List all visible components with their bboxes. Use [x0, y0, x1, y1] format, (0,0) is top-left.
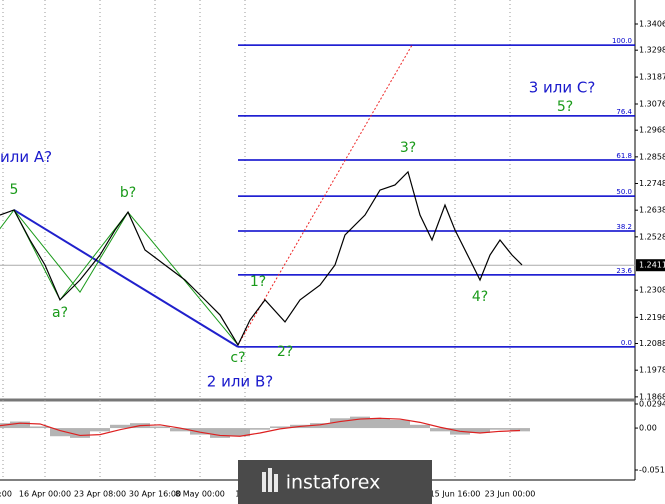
histogram-bar: [410, 424, 430, 429]
wave-label: 4?: [472, 289, 488, 305]
histogram-bar: [70, 428, 90, 438]
indicator-tick-label: -0.05133: [639, 466, 665, 475]
watermark: instaforex: [238, 460, 432, 504]
wave-label: или A?: [0, 148, 52, 166]
histogram-bar: [350, 416, 370, 429]
histogram-bar: [310, 423, 330, 429]
histogram-bar: [210, 428, 230, 438]
price-line: [0, 170, 523, 347]
y-tick-label: 1.2968: [639, 126, 665, 135]
trendline: [0, 209, 129, 293]
wave-label: 2?: [277, 344, 293, 360]
signal-line: [0, 417, 521, 437]
histogram-bar: [430, 428, 450, 432]
histogram-bar: [390, 419, 410, 429]
watermark-icon: [262, 468, 278, 492]
histogram-bar: [330, 418, 350, 429]
fib-level-label: 23.6: [616, 267, 632, 275]
histogram-bar: [110, 424, 130, 429]
histogram-bar: [0, 423, 10, 429]
y-tick-label: 1.2748: [639, 179, 665, 188]
fib-level-label: 100.0: [612, 37, 632, 45]
histogram-bar: [250, 428, 270, 430]
y-tick-label: 1.3187: [639, 73, 665, 82]
y-tick-label: 1.2196: [639, 313, 665, 322]
x-tick-label: 16 Apr 00:00: [19, 490, 71, 499]
histogram-bar: [50, 428, 70, 437]
y-tick-label: 1.2308: [639, 286, 665, 295]
wave-label: 5?: [557, 99, 573, 115]
y-tick-label: 1.1978: [639, 366, 665, 375]
fib-level-label: 61.8: [616, 152, 632, 160]
histogram-bar: [230, 428, 250, 437]
histogram-bar: [510, 428, 530, 432]
histogram-bar: [270, 426, 290, 429]
histogram-bar: [190, 428, 210, 435]
wave-label: a?: [52, 305, 68, 321]
y-tick-label: 1.2088: [639, 339, 665, 348]
histogram-bar: [30, 426, 50, 429]
histogram-bar: [370, 418, 390, 429]
wave-label: c?: [230, 350, 245, 366]
y-tick-label: 1.3406: [639, 20, 665, 29]
histogram-bar: [150, 426, 170, 429]
wave-label: 3?: [400, 140, 416, 156]
wave-label: 3 или C?: [529, 79, 596, 97]
histogram-bar: [490, 428, 510, 430]
histogram-bar: [170, 428, 190, 432]
histogram-bar: [470, 428, 490, 433]
indicator-tick-label: 0.00: [639, 424, 657, 433]
x-tick-label: 15 Jun 16:00: [430, 490, 481, 499]
y-tick-label: 1.2858: [639, 152, 665, 161]
x-tick-label: 23 Apr 08:00: [74, 490, 126, 499]
fib-level-label: 50.0: [616, 188, 632, 196]
histogram-bar: [90, 428, 110, 432]
histogram-bar: [10, 421, 30, 429]
wave-label: 5: [10, 182, 19, 198]
indicator-tick-label: 0.02947: [639, 400, 665, 409]
last-price-label: 1.2411: [639, 261, 665, 270]
x-tick-label: 30 Apr 16:00: [129, 490, 181, 499]
trendline: [13, 209, 239, 348]
x-tick-label: 6:00: [0, 490, 12, 499]
last-price-box: [636, 259, 665, 272]
watermark-text: instaforex: [286, 472, 381, 494]
fib-level-label: 38.2: [616, 223, 632, 231]
wave-label: 1?: [250, 274, 266, 290]
x-tick-label: 8 May 00:00: [175, 490, 225, 499]
y-tick-label: 1.2638: [639, 206, 665, 215]
y-tick-label: 1.3298: [639, 46, 665, 55]
x-tick-label: 23 Jun 00:00: [485, 490, 536, 499]
trendline: [237, 44, 413, 346]
wave-label: 2 или B?: [207, 373, 273, 391]
y-tick-label: 1.3076: [639, 100, 665, 109]
wave-label: b?: [120, 185, 136, 201]
fib-level-label: 76.4: [616, 108, 632, 116]
y-tick-label: 1.1868: [639, 392, 665, 401]
y-tick-label: 1.2528: [639, 232, 665, 241]
fib-level-label: 0.0: [621, 339, 632, 347]
